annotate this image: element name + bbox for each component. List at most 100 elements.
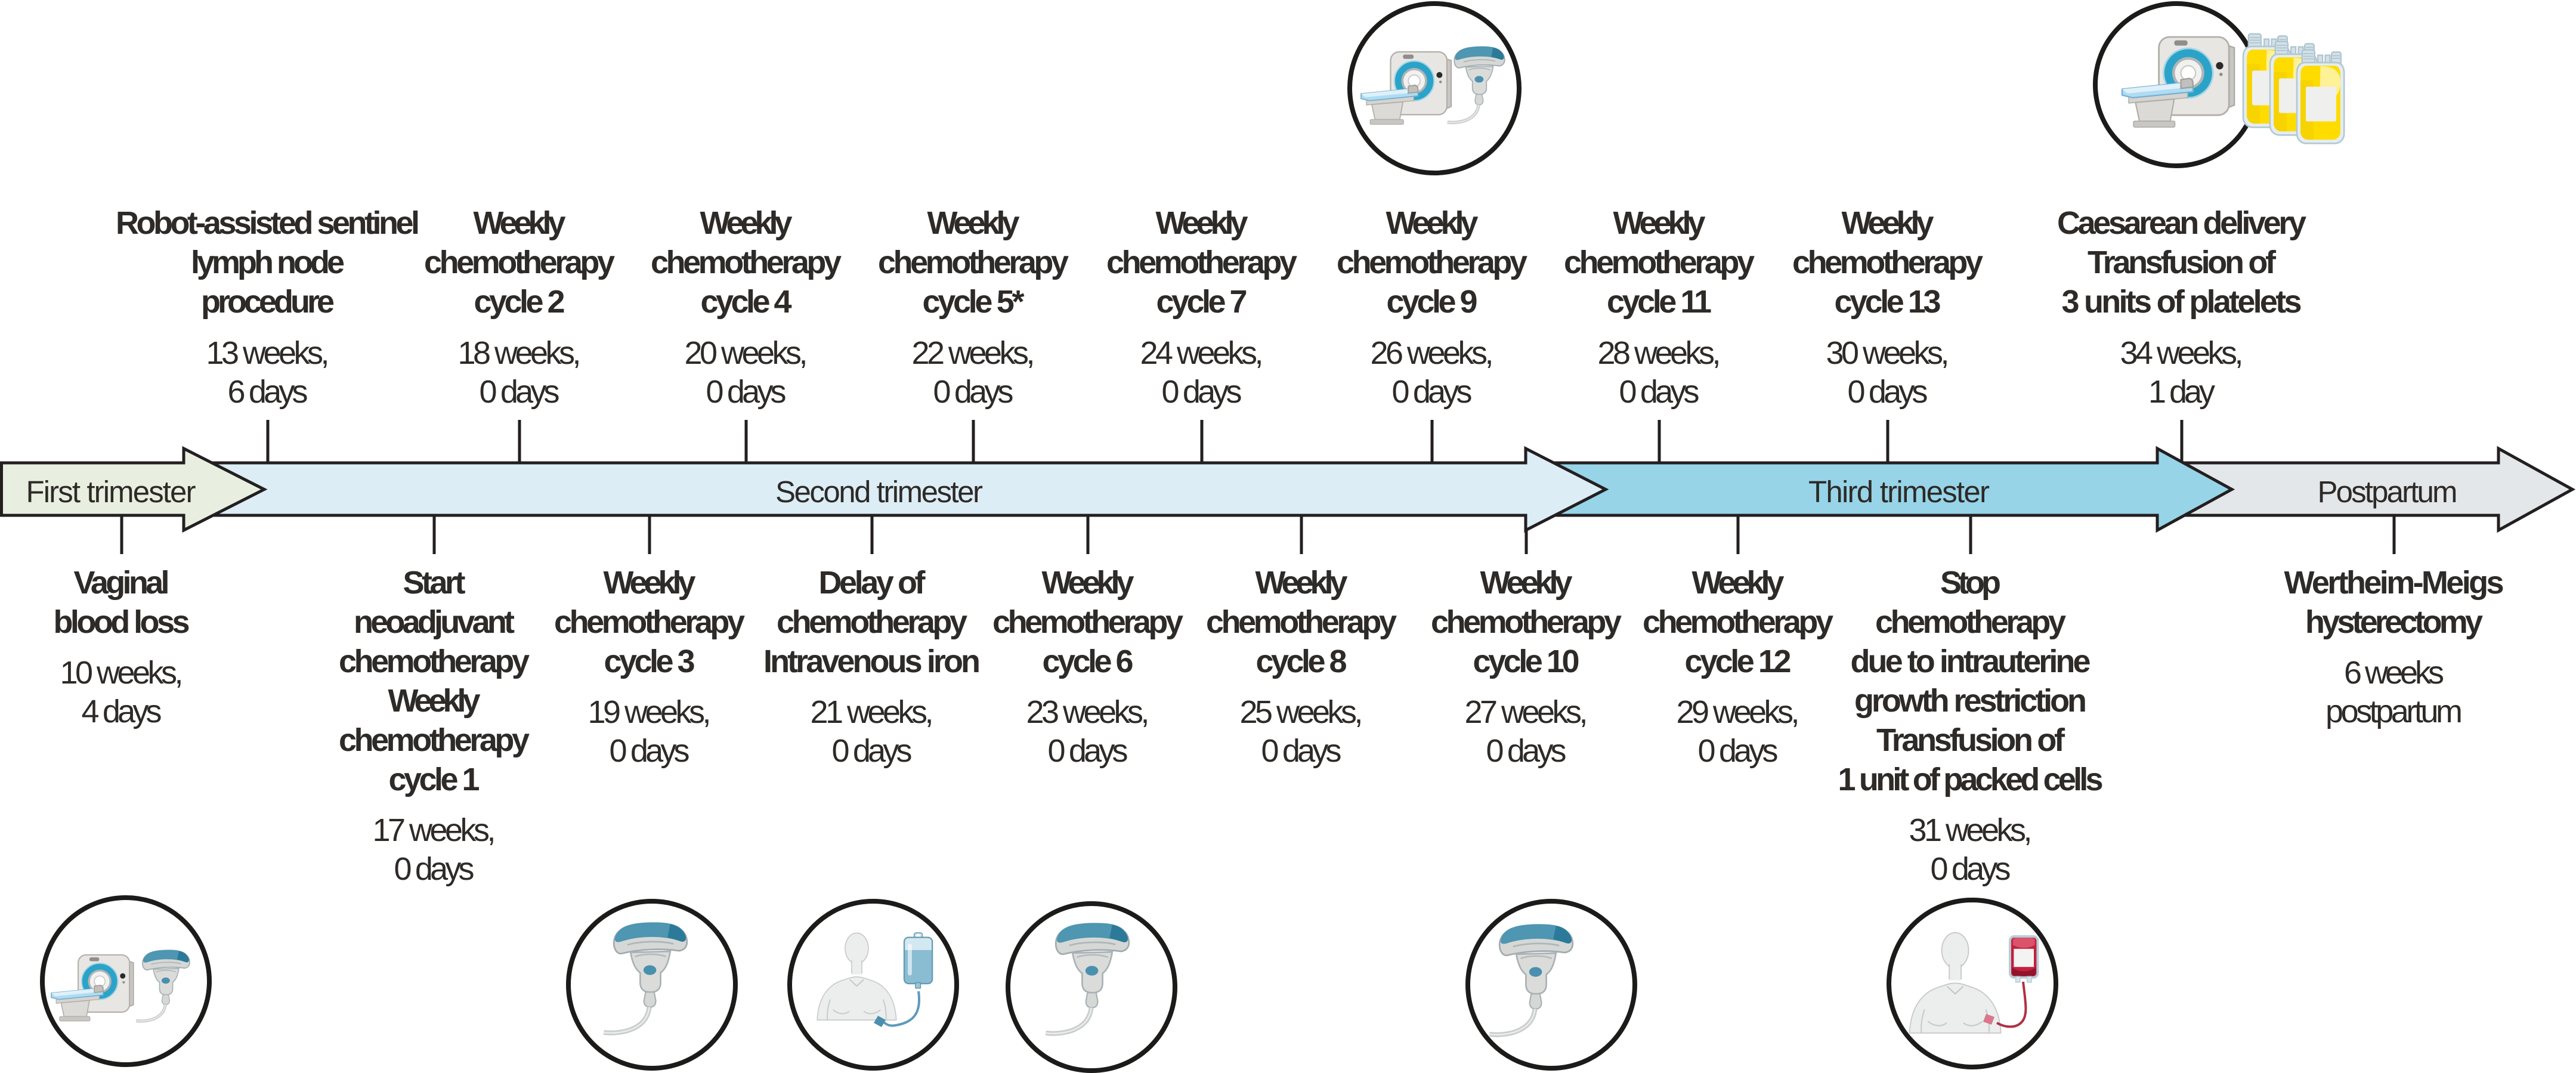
svg-text:chemotherapy: chemotherapy: [424, 245, 615, 280]
svg-text:Weekly: Weekly: [1255, 565, 1348, 601]
svg-text:Delay of: Delay of: [819, 565, 926, 601]
svg-text:chemotherapy: chemotherapy: [339, 644, 530, 679]
svg-text:27 weeks,: 27 weeks,: [1465, 694, 1588, 730]
svg-text:Transfusion of: Transfusion of: [2088, 245, 2277, 280]
svg-text:postpartum: postpartum: [2325, 694, 2463, 729]
svg-text:1 unit of packed cells: 1 unit of packed cells: [1838, 762, 2104, 797]
svg-text:Caesarean delivery: Caesarean delivery: [2057, 205, 2306, 241]
svg-text:13 weeks,: 13 weeks,: [206, 335, 330, 371]
svg-text:18 weeks,: 18 weeks,: [458, 335, 582, 371]
svg-text:29 weeks,: 29 weeks,: [1677, 694, 1800, 730]
svg-text:0 days: 0 days: [610, 733, 690, 769]
svg-text:chemotherapy: chemotherapy: [339, 722, 530, 758]
svg-text:Weekly: Weekly: [1613, 205, 1706, 241]
svg-text:23 weeks,: 23 weeks,: [1026, 694, 1150, 730]
svg-text:Intravenous iron: Intravenous iron: [763, 644, 981, 679]
svg-text:cycle 13: cycle 13: [1835, 284, 1941, 320]
svg-text:chemotherapy: chemotherapy: [1564, 245, 1755, 280]
svg-text:4 days: 4 days: [82, 694, 162, 729]
svg-text:Vaginal: Vaginal: [74, 565, 170, 601]
svg-text:Weekly: Weekly: [604, 565, 696, 601]
svg-text:0 days: 0 days: [832, 733, 913, 769]
svg-text:6 weeks: 6 weeks: [2344, 655, 2444, 691]
svg-text:growth restriction: growth restriction: [1854, 683, 2087, 719]
svg-text:chemotherapy: chemotherapy: [1792, 245, 1983, 280]
svg-text:0 days: 0 days: [480, 374, 560, 410]
svg-text:6 days: 6 days: [228, 374, 308, 410]
svg-text:chemotherapy: chemotherapy: [1106, 245, 1297, 280]
svg-text:Weekly: Weekly: [1386, 205, 1479, 241]
svg-text:cycle 5*: cycle 5*: [923, 284, 1025, 320]
svg-text:Second trimester: Second trimester: [775, 475, 983, 509]
svg-text:0 days: 0 days: [933, 374, 1014, 410]
svg-text:34 weeks,: 34 weeks,: [2120, 335, 2244, 371]
svg-text:chemotherapy: chemotherapy: [1875, 604, 2066, 640]
svg-text:cycle 12: cycle 12: [1685, 644, 1792, 679]
svg-text:19 weeks,: 19 weeks,: [588, 694, 712, 730]
svg-text:Weekly: Weekly: [388, 683, 481, 719]
svg-text:Start: Start: [403, 565, 466, 601]
svg-text:cycle 4: cycle 4: [701, 284, 792, 320]
svg-text:cycle 9: cycle 9: [1387, 284, 1478, 320]
svg-text:Weekly: Weekly: [1042, 565, 1134, 601]
svg-text:0 days: 0 days: [1486, 733, 1567, 769]
svg-text:28 weeks,: 28 weeks,: [1598, 335, 1721, 371]
svg-text:chemotherapy: chemotherapy: [554, 604, 745, 640]
svg-text:Weekly: Weekly: [1692, 565, 1785, 601]
svg-text:0 days: 0 days: [706, 374, 787, 410]
svg-text:0 days: 0 days: [1931, 851, 2011, 887]
svg-text:0 days: 0 days: [1848, 374, 1928, 410]
svg-text:26 weeks,: 26 weeks,: [1371, 335, 1494, 371]
svg-text:cycle 11: cycle 11: [1607, 284, 1712, 320]
svg-text:0 days: 0 days: [1048, 733, 1128, 769]
svg-text:0 days: 0 days: [1698, 733, 1779, 769]
svg-text:17 weeks,: 17 weeks,: [373, 812, 496, 848]
svg-text:Robot-assisted sentinel: Robot-assisted sentinel: [116, 205, 420, 241]
svg-text:24 weeks,: 24 weeks,: [1140, 335, 1264, 371]
svg-text:Wertheim-Meigs: Wertheim-Meigs: [2284, 565, 2504, 601]
svg-text:cycle 8: cycle 8: [1256, 644, 1347, 679]
svg-text:Third trimester: Third trimester: [1808, 475, 1990, 509]
svg-text:procedure: procedure: [201, 284, 335, 320]
svg-text:Weekly: Weekly: [700, 205, 793, 241]
svg-text:neoadjuvant: neoadjuvant: [354, 604, 515, 640]
svg-text:cycle 3: cycle 3: [604, 644, 695, 679]
svg-text:chemotherapy: chemotherapy: [1431, 604, 1622, 640]
svg-text:chemotherapy: chemotherapy: [1206, 604, 1397, 640]
svg-text:chemotherapy: chemotherapy: [1337, 245, 1527, 280]
svg-text:Weekly: Weekly: [1480, 565, 1573, 601]
svg-text:21 weeks,: 21 weeks,: [811, 694, 934, 730]
svg-text:chemotherapy: chemotherapy: [878, 245, 1069, 280]
svg-text:Stop: Stop: [1940, 565, 2001, 601]
svg-text:cycle 7: cycle 7: [1156, 284, 1248, 320]
svg-text:0 days: 0 days: [1619, 374, 1700, 410]
svg-text:due to intrauterine: due to intrauterine: [1851, 644, 2091, 679]
svg-text:31 weeks,: 31 weeks,: [1909, 812, 2033, 848]
svg-text:3 units of platelets: 3 units of platelets: [2062, 284, 2302, 320]
svg-text:hysterectomy: hysterectomy: [2305, 604, 2483, 640]
svg-text:20 weeks,: 20 weeks,: [685, 335, 808, 371]
svg-text:First trimester: First trimester: [26, 475, 196, 509]
svg-text:chemotherapy: chemotherapy: [777, 604, 967, 640]
svg-text:chemotherapy: chemotherapy: [1643, 604, 1833, 640]
svg-text:Weekly: Weekly: [474, 205, 566, 241]
svg-text:cycle 1: cycle 1: [389, 762, 480, 797]
svg-text:1 day: 1 day: [2148, 374, 2215, 410]
svg-text:0 days: 0 days: [1392, 374, 1473, 410]
svg-text:chemotherapy: chemotherapy: [992, 604, 1183, 640]
svg-text:Weekly: Weekly: [927, 205, 1020, 241]
svg-text:Weekly: Weekly: [1842, 205, 1934, 241]
svg-text:Postpartum: Postpartum: [2318, 475, 2458, 509]
svg-text:0 days: 0 days: [1162, 374, 1242, 410]
svg-text:chemotherapy: chemotherapy: [651, 245, 842, 280]
svg-text:Weekly: Weekly: [1156, 205, 1248, 241]
svg-text:blood loss: blood loss: [54, 604, 190, 640]
svg-text:cycle 6: cycle 6: [1043, 644, 1134, 679]
svg-text:0 days: 0 days: [1261, 733, 1342, 769]
svg-text:25 weeks,: 25 weeks,: [1240, 694, 1363, 730]
svg-text:30 weeks,: 30 weeks,: [1826, 335, 1950, 371]
svg-text:Transfusion of: Transfusion of: [1876, 722, 2065, 758]
svg-text:cycle 2: cycle 2: [474, 284, 565, 320]
svg-text:22 weeks,: 22 weeks,: [912, 335, 1035, 371]
svg-text:0 days: 0 days: [394, 851, 475, 887]
